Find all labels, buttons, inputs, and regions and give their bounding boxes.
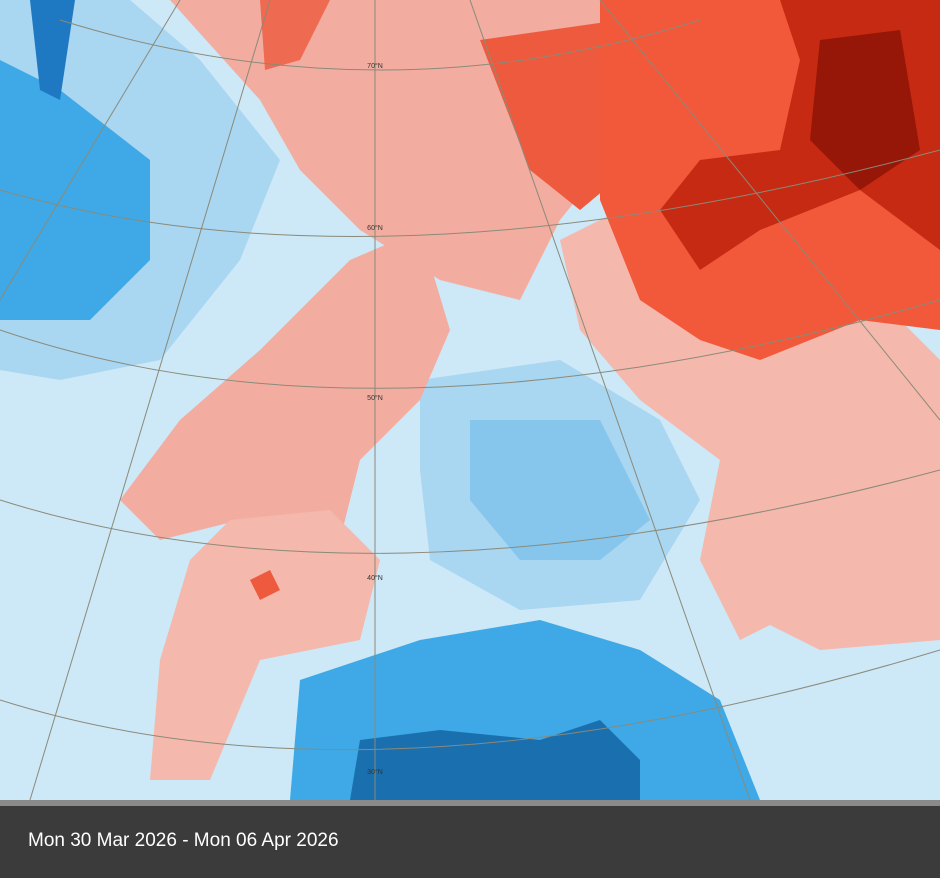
latitude-label: 30°N (367, 768, 383, 776)
warm-region (760, 500, 940, 650)
graticule (0, 0, 940, 800)
divider (0, 800, 940, 806)
warm-region (260, 0, 330, 70)
cold-region (350, 720, 640, 800)
latitude-label: 60°N (367, 224, 383, 232)
caption-bar (0, 806, 940, 878)
latitude-label: 70°N (367, 62, 383, 70)
warm-region (150, 510, 380, 780)
warm-region (810, 30, 920, 190)
latitude-label: 40°N (367, 574, 383, 582)
cold-region (0, 60, 150, 320)
cold-region (30, 0, 75, 100)
latitude-label: 50°N (367, 394, 383, 402)
anomaly-map: 70°N 60°N 50°N 40°N 30°N (0, 0, 940, 800)
warm-region (250, 570, 280, 600)
date-range-caption: Mon 30 Mar 2026 - Mon 06 Apr 2026 (28, 830, 339, 851)
cold-region (470, 420, 650, 560)
